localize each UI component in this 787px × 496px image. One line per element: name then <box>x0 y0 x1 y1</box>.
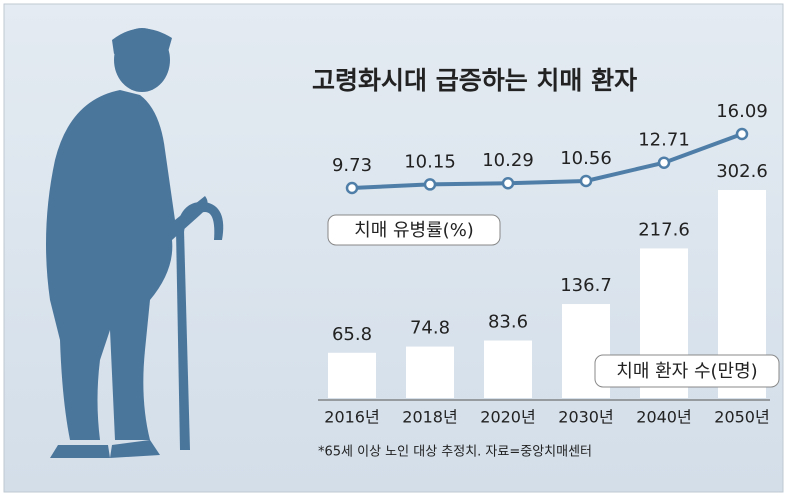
legend-label: 치매 환자 수(만명) <box>616 361 757 382</box>
marker <box>503 178 513 188</box>
value-label: 10.56 <box>560 148 612 169</box>
value-label: 217.6 <box>638 219 690 240</box>
value-label: 9.73 <box>332 155 372 176</box>
x-tick-label: 2050년 <box>714 408 769 427</box>
bar <box>328 353 376 398</box>
x-tick-label: 2016년 <box>324 408 379 427</box>
value-label: 302.6 <box>716 161 768 182</box>
value-label: 83.6 <box>488 312 528 333</box>
footnote: *65세 이상 노인 대상 추정치. 자료=중앙치매센터 <box>318 445 592 460</box>
value-label: 10.15 <box>404 151 456 172</box>
marker <box>659 158 669 168</box>
marker <box>425 179 435 189</box>
bar <box>484 341 532 398</box>
marker <box>347 183 357 193</box>
marker <box>581 176 591 186</box>
value-label: 12.71 <box>638 130 690 151</box>
x-tick-label: 2018년 <box>402 408 457 427</box>
x-tick-label: 2040년 <box>636 408 691 427</box>
chart-title: 고령화시대 급증하는 치매 환자 <box>312 66 637 95</box>
value-label: 10.29 <box>482 150 534 171</box>
value-label: 65.8 <box>332 324 372 345</box>
x-tick-label: 2030년 <box>558 408 613 427</box>
value-label: 136.7 <box>560 275 612 296</box>
chart: 고령화시대 급증하는 치매 환자 *65세 이상 노인 대상 추정치. 자료=중… <box>0 0 787 496</box>
value-label: 74.8 <box>410 318 450 339</box>
value-label: 16.09 <box>716 101 768 122</box>
legend-label: 치매 유병률(%) <box>354 220 474 241</box>
x-tick-label: 2020년 <box>480 408 535 427</box>
marker <box>737 129 747 139</box>
bar <box>406 347 454 398</box>
